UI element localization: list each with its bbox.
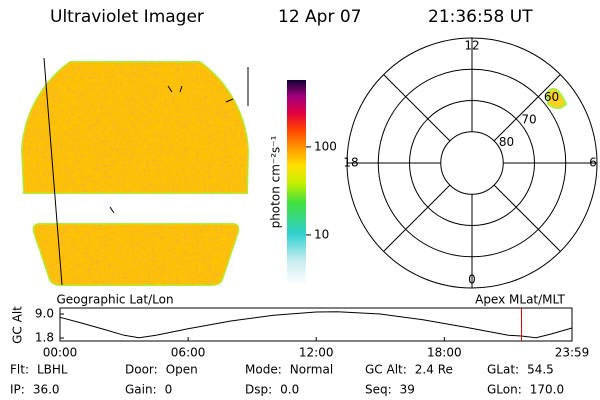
auroral-patch: [547, 88, 568, 109]
instrument: Ultraviolet Imager: [50, 7, 204, 27]
polar-ring: [377, 68, 567, 258]
altitude-ylabel: GC Alt: [11, 306, 25, 344]
field-label: Gain:: [125, 383, 157, 397]
field-label: Flt:: [10, 363, 29, 377]
field-label: GLon:: [487, 383, 522, 397]
polar-spoke: [493, 184, 561, 252]
polar-spoke: [493, 74, 561, 142]
field-value: 0: [165, 383, 173, 397]
uv-image: [20, 57, 250, 286]
y-tick-label: 1.8: [35, 331, 54, 345]
polar-title: Apex MLat/MLT: [475, 293, 565, 307]
x-tick-label: 18:00: [427, 346, 462, 360]
field-label: GC Alt:: [365, 363, 407, 377]
lat-label: 70: [521, 113, 536, 127]
altitude-frame: [59, 307, 573, 342]
colorbar: [287, 80, 306, 285]
x-tick-label: 06:00: [171, 346, 206, 360]
field-label: GLat:: [487, 363, 519, 377]
field-value: 170.0: [530, 383, 564, 397]
field-label: Door:: [125, 363, 158, 377]
field-value: LBHL: [37, 363, 68, 377]
colorbar-tick-label: 10: [314, 227, 329, 241]
colorbar-tick-label: 100: [314, 139, 337, 153]
mlt-label: 18: [343, 156, 358, 170]
mark: [225, 98, 234, 103]
mark: [167, 85, 173, 93]
field-value: 54.5: [527, 363, 554, 377]
field-value: 0.0: [280, 383, 299, 397]
field-label: Dsp:: [245, 383, 272, 397]
altitude-line: [59, 311, 573, 339]
time: 21:36:58 UT: [428, 7, 533, 27]
image-texture: [22, 62, 248, 193]
mlt-label: 0: [468, 273, 476, 287]
polar-spoke: [383, 184, 451, 252]
terminator: [43, 57, 63, 286]
mlt-label: 6: [589, 156, 597, 170]
field-value: 2.4 Re: [415, 363, 453, 377]
field-value: 36.0: [33, 383, 60, 397]
mark: [179, 85, 183, 93]
image-texture: [33, 224, 239, 285]
colorbar-label: photon cm⁻²s⁻¹: [269, 135, 283, 228]
y-tick-label: 9.0: [35, 307, 54, 321]
field-label: Seq:: [365, 383, 392, 397]
date: 12 Apr 07: [278, 7, 361, 27]
polar-ring: [440, 131, 504, 195]
image-title: Geographic Lat/Lon: [56, 293, 173, 307]
field-value: 39: [400, 383, 415, 397]
lat-label: 80: [499, 135, 514, 149]
field-label: IP:: [10, 383, 25, 397]
mlt-label: 12: [464, 39, 479, 53]
field-value: Normal: [290, 363, 333, 377]
polar-spoke: [383, 74, 451, 142]
field-value: Open: [166, 363, 198, 377]
mark: [109, 206, 115, 214]
x-tick-label: 00:00: [43, 346, 78, 360]
lat-label: 60: [544, 90, 559, 104]
polar-ring: [409, 100, 535, 226]
x-tick-label: 23:59: [555, 346, 590, 360]
field-label: Mode:: [245, 363, 282, 377]
x-tick-label: 12:00: [299, 346, 334, 360]
